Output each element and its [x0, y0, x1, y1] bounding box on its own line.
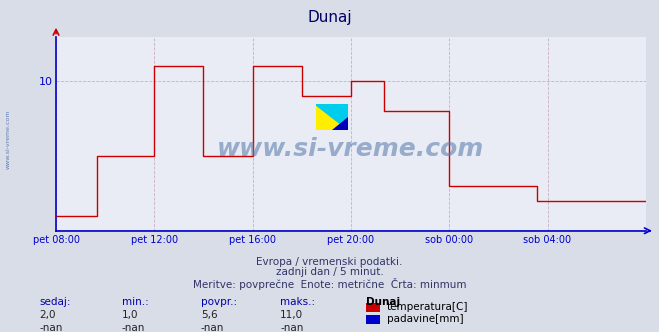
Text: www.si-vreme.com: www.si-vreme.com [217, 137, 484, 161]
Text: -nan: -nan [122, 323, 145, 332]
Text: maks.:: maks.: [280, 297, 315, 307]
Text: sedaj:: sedaj: [40, 297, 71, 307]
Polygon shape [316, 105, 348, 130]
Text: min.:: min.: [122, 297, 149, 307]
Text: padavine[mm]: padavine[mm] [387, 314, 463, 324]
Text: -nan: -nan [280, 323, 303, 332]
Text: 1,0: 1,0 [122, 310, 138, 320]
Text: 11,0: 11,0 [280, 310, 303, 320]
Polygon shape [331, 117, 348, 130]
Text: temperatura[C]: temperatura[C] [387, 302, 469, 312]
Text: Dunaj: Dunaj [366, 297, 400, 307]
Text: povpr.:: povpr.: [201, 297, 237, 307]
Text: www.si-vreme.com: www.si-vreme.com [5, 110, 11, 169]
Text: -nan: -nan [40, 323, 63, 332]
Text: Dunaj: Dunaj [307, 10, 352, 25]
Polygon shape [316, 105, 348, 130]
Text: 5,6: 5,6 [201, 310, 217, 320]
Text: 2,0: 2,0 [40, 310, 56, 320]
Text: Evropa / vremenski podatki.: Evropa / vremenski podatki. [256, 257, 403, 267]
Text: -nan: -nan [201, 323, 224, 332]
Text: Meritve: povprečne  Enote: metrične  Črta: minmum: Meritve: povprečne Enote: metrične Črta:… [192, 278, 467, 290]
Text: zadnji dan / 5 minut.: zadnji dan / 5 minut. [275, 267, 384, 277]
